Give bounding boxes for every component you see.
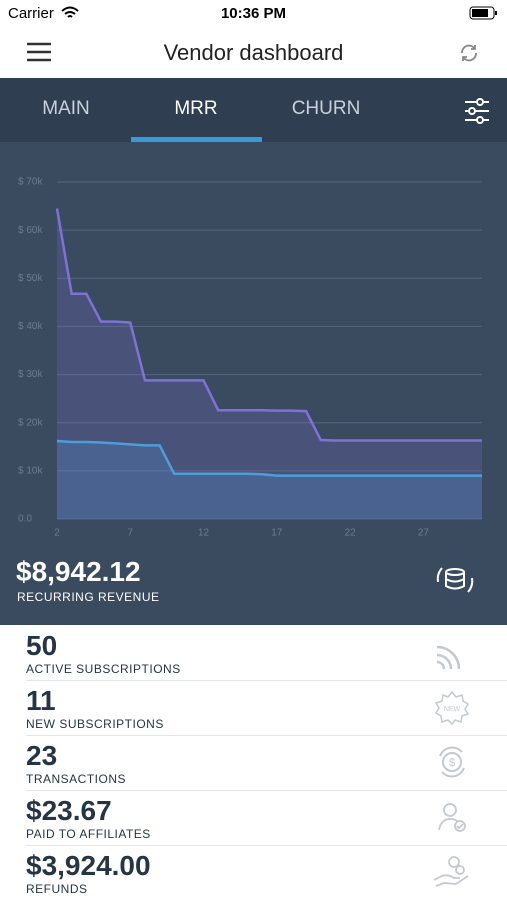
metric-value: 11 [26,685,56,716]
summary-value: $8,942.12 [16,556,141,587]
line [56,439,482,477]
filter-button[interactable] [463,97,491,125]
page-title: Vendor dashboard [163,40,344,65]
rss-icon [436,645,461,670]
metric-value: 23 [26,740,58,771]
carrier: Carrier [8,5,54,22]
y-tick-label: $ 40k [18,321,43,332]
tab[interactable]: MAIN [42,98,90,119]
tab[interactable]: CHURN [291,98,361,119]
y-tick-label: $ 10k [18,465,43,476]
clock: 10:36 PM [220,5,287,22]
metric-label: NEW SUBSCRIPTIONS [26,717,164,731]
metric-value: $3,924.00 [26,850,151,881]
transaction-icon: $ [439,746,465,778]
metric-label: ACTIVE SUBSCRIPTIONS [26,662,181,676]
separator [26,735,507,736]
metric-label: TRANSACTIONS [26,772,127,786]
tab-indicator [131,137,262,142]
x-tick-label: 12 [198,528,210,539]
metric-value: 50 [26,630,58,661]
x-tick-label: 2 [54,528,60,539]
y-tick-label: $ 30k [18,369,43,380]
summary-label: RECURRING REVENUE [17,590,160,604]
metric-label: REFUNDS [26,882,88,896]
x-tick-label: 22 [345,528,357,539]
tab-active[interactable]: MRR [174,98,218,119]
wifi-icon [61,6,79,18]
y-tick-label: $ 50k [18,273,43,284]
affiliate-icon [438,803,466,832]
svg-text:NEW: NEW [444,706,461,713]
x-tick-label: 27 [418,528,430,539]
separator [26,790,507,791]
y-tick-label: $ 70k [18,177,43,188]
y-tick-label: $ 20k [18,417,43,428]
separator [26,680,507,681]
revenue-icon [436,567,474,593]
y-tick-label: $ 60k [18,225,43,236]
x-tick-label: 17 [271,528,283,539]
svg-text:$: $ [449,757,455,769]
metric-value: $23.67 [26,795,112,826]
y-tick-label: 0.0 [18,514,32,525]
line [55,208,482,442]
metric-label: PAID TO AFFILIATES [26,827,151,841]
area [57,441,482,519]
separator [26,845,507,846]
new-badge-icon: NEW [434,690,470,726]
battery-icon [469,6,497,20]
refund-icon [433,856,469,887]
refresh-button[interactable] [458,42,480,64]
menu-button[interactable] [26,42,52,62]
tab-bar [0,78,507,142]
chart-panel [0,142,507,625]
x-tick-label: 7 [127,528,133,539]
